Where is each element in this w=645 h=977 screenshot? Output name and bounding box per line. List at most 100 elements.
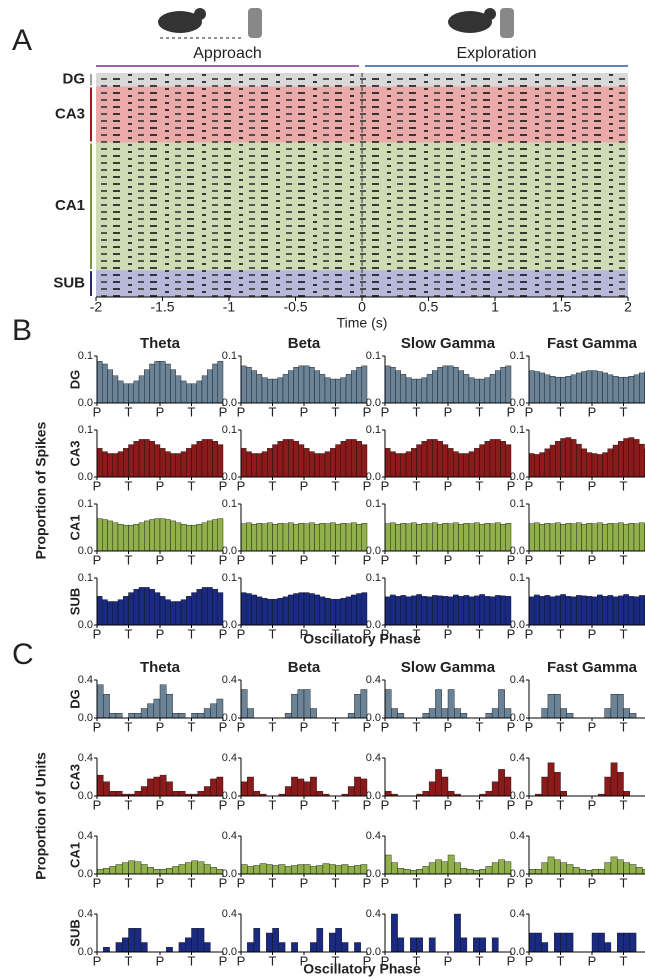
bar <box>140 786 148 797</box>
bar <box>633 596 640 626</box>
bar <box>547 762 555 797</box>
bar <box>623 376 629 404</box>
bar <box>534 454 540 478</box>
bar <box>604 776 612 797</box>
bar <box>639 443 645 478</box>
bar <box>500 595 506 626</box>
bar <box>528 869 536 875</box>
bar <box>147 778 154 797</box>
bar <box>282 596 289 626</box>
bar <box>191 524 197 552</box>
bar <box>298 523 305 552</box>
bar <box>115 791 123 797</box>
bar <box>591 869 599 875</box>
bar <box>437 595 443 626</box>
x-axis-title: Oscillatory Phase <box>303 631 421 647</box>
bar <box>335 928 343 953</box>
bar <box>539 524 545 552</box>
bar <box>495 439 501 478</box>
bar <box>390 522 396 552</box>
bar <box>570 523 577 552</box>
bar <box>180 451 187 478</box>
bar <box>549 376 556 404</box>
y-tick-label: 0.0 <box>78 946 93 958</box>
bar <box>411 378 417 404</box>
bar <box>134 713 142 719</box>
bar <box>479 378 485 404</box>
bar <box>96 360 103 404</box>
epoch-label: Approach <box>193 45 262 62</box>
bar <box>560 524 566 552</box>
y-tick-label: 0.1 <box>222 498 237 510</box>
bar <box>330 598 336 626</box>
bar <box>539 452 545 478</box>
bar <box>642 869 645 875</box>
bar <box>96 518 103 552</box>
bar <box>421 377 428 404</box>
bar <box>474 378 480 404</box>
bar <box>316 928 324 953</box>
bar <box>278 942 286 953</box>
bar <box>112 522 119 552</box>
x-tick-label: P <box>444 404 453 419</box>
bar <box>330 448 336 478</box>
y-tick-label: 0.0 <box>366 471 381 483</box>
bar <box>109 713 117 719</box>
bar <box>485 713 493 719</box>
bar <box>555 522 561 552</box>
bar <box>117 380 124 404</box>
bar <box>463 374 470 404</box>
bar <box>330 522 336 552</box>
bar <box>442 596 449 626</box>
bar <box>617 772 624 797</box>
y-tick-label: 0.0 <box>366 397 381 409</box>
bar <box>197 928 205 953</box>
bar <box>267 448 273 478</box>
y-tick-label: 0.0 <box>510 471 525 483</box>
bar <box>266 932 273 953</box>
x-tick-label: T <box>620 552 628 567</box>
bar <box>197 861 205 875</box>
bar <box>432 595 438 626</box>
bar <box>618 376 624 404</box>
y-axis-title: Proportion of Units <box>33 752 49 880</box>
bar <box>251 370 257 404</box>
bar <box>435 769 442 797</box>
bar <box>267 522 273 552</box>
x-tick-label: P <box>300 797 309 812</box>
bar <box>458 596 464 626</box>
bar <box>391 913 398 953</box>
bar <box>138 375 145 404</box>
bar <box>384 365 391 404</box>
bar <box>500 524 506 552</box>
bar <box>282 439 289 478</box>
x-tick-label: P <box>300 953 309 968</box>
x-tick-label: P <box>156 478 165 493</box>
bar <box>138 439 145 478</box>
x-tick-label: T <box>125 626 133 641</box>
x-tick-label: T <box>125 797 133 812</box>
bar <box>479 594 485 626</box>
x-tick-label: P <box>93 404 102 419</box>
bar <box>133 589 140 626</box>
x-tick-label: T <box>269 404 277 419</box>
y-tick-label: 0.1 <box>366 572 381 584</box>
x-tick-label: T <box>413 478 421 493</box>
x-tick-label: P <box>588 875 597 890</box>
y-tick-label: 0.0 <box>366 868 381 880</box>
bar <box>463 595 470 626</box>
bar <box>555 441 561 478</box>
bar <box>240 365 247 404</box>
bar <box>411 595 417 626</box>
bar <box>617 859 624 875</box>
bar <box>153 698 161 719</box>
bar <box>607 374 614 404</box>
row-label: SUB <box>67 588 82 615</box>
bar <box>484 377 491 404</box>
bar <box>203 786 211 797</box>
bar <box>410 870 417 875</box>
y-tick-label: 0.0 <box>222 712 237 724</box>
bar <box>549 523 556 552</box>
bar <box>345 374 352 404</box>
bar <box>432 522 438 552</box>
